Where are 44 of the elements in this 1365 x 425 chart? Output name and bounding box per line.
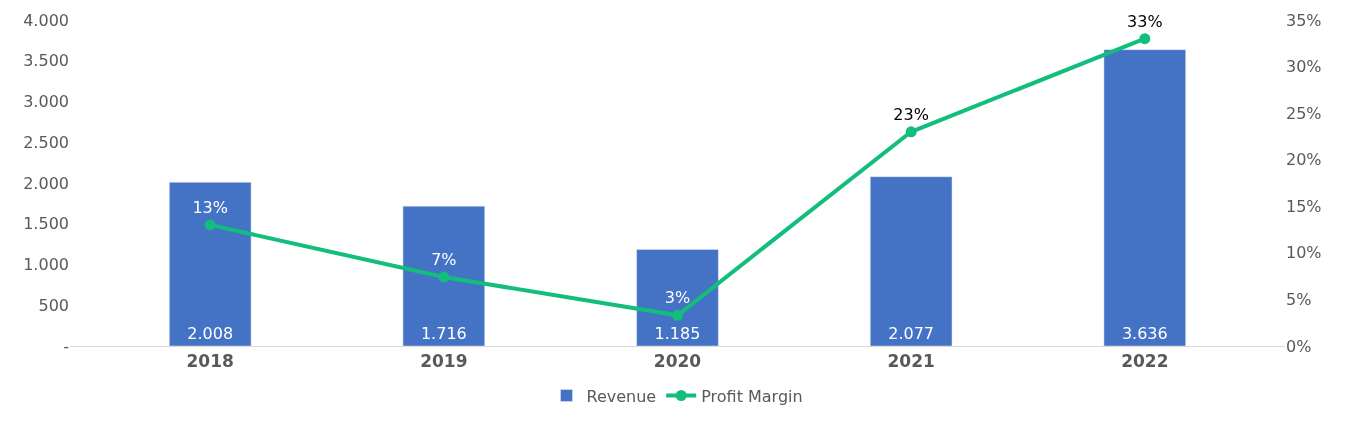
y-tick-label: -: [63, 336, 69, 356]
y-tick-label: 3.500: [23, 51, 69, 71]
y-tick-label: 4.000: [23, 10, 69, 30]
y2-tick-label: 0%: [1286, 336, 1312, 356]
y-tick-label: 1.000: [23, 255, 69, 275]
y-tick-label: 2.500: [23, 132, 69, 152]
y-tick-label: 3.000: [23, 92, 69, 112]
y-tick-label: 2.000: [23, 173, 69, 193]
data-label: 1.185: [654, 324, 701, 343]
x-tick-label: 2018: [186, 351, 234, 372]
data-label: 3.636: [1121, 324, 1168, 343]
point: [438, 271, 450, 283]
bar: [636, 249, 719, 346]
data-label: 13%: [192, 198, 228, 218]
x-tick-label: 2022: [1121, 351, 1169, 372]
y2-tick-label: 20%: [1286, 150, 1322, 170]
y2-tick-label: 35%: [1286, 10, 1322, 30]
point: [672, 309, 683, 321]
bar: [870, 176, 953, 346]
data-label: 1.716: [420, 324, 467, 343]
bar: [169, 182, 252, 346]
point: [204, 219, 216, 231]
data-label: 7%: [431, 250, 457, 270]
y2-tick-label: 25%: [1286, 103, 1322, 123]
y-tick-label: 500: [38, 295, 69, 315]
data-label: 3%: [664, 288, 691, 308]
y2-tick-label: 10%: [1286, 243, 1322, 263]
data-label: 23%: [893, 104, 929, 124]
bar: [402, 205, 485, 346]
bar: [1103, 49, 1186, 346]
y2-tick-label: 30%: [1286, 57, 1322, 77]
x-tick-label: 2020: [653, 351, 702, 372]
y2-tick-label: 5%: [1286, 290, 1312, 310]
data-label: 33%: [1127, 11, 1163, 31]
point: [1139, 33, 1151, 45]
legend-label: Profit Margin: [701, 386, 803, 406]
y-tick-label: 1.500: [23, 214, 69, 234]
x-tick-label: 2019: [420, 351, 468, 372]
data-label: 2.077: [888, 324, 935, 343]
data-label: 2.008: [187, 324, 234, 343]
point: [905, 126, 917, 138]
x-tick-label: 2021: [887, 351, 935, 372]
y2-tick-label: 15%: [1286, 196, 1322, 216]
legend-label: Revenue: [586, 386, 657, 406]
